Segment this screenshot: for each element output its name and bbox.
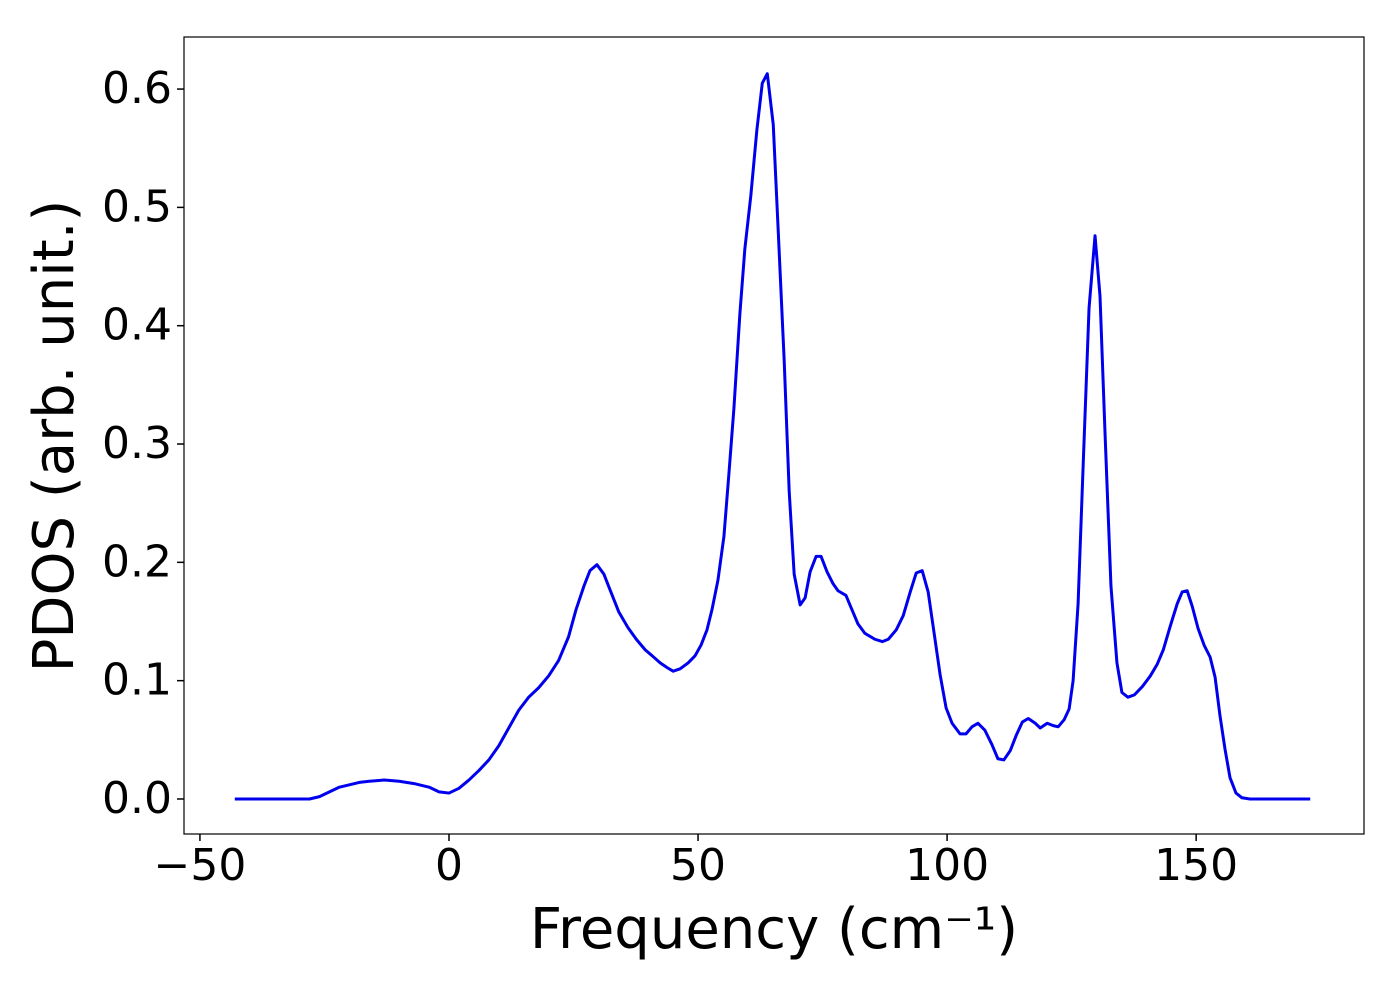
x-axis-label: Frequency (cm⁻¹) (530, 897, 1018, 962)
y-tick-label: 0.2 (102, 536, 172, 587)
line (234, 72, 1311, 801)
y-tick-label: 0.3 (102, 418, 172, 469)
x-tick-label: 0 (435, 840, 463, 891)
x-tick-label: −50 (154, 840, 247, 891)
y-tick-label: 0.0 (102, 773, 172, 824)
y-axis-label: PDOS (arb. unit.) (22, 200, 87, 673)
x-tick-label: 100 (905, 840, 989, 891)
x-tick-label: 50 (670, 840, 726, 891)
x-tick-label: 150 (1154, 840, 1238, 891)
y-tick-label: 0.4 (102, 300, 172, 351)
plot-frame (183, 36, 1365, 835)
y-tick-label: 0.6 (102, 63, 172, 114)
y-tick-label: 0.1 (102, 655, 172, 706)
y-tick-label: 0.5 (102, 181, 172, 232)
